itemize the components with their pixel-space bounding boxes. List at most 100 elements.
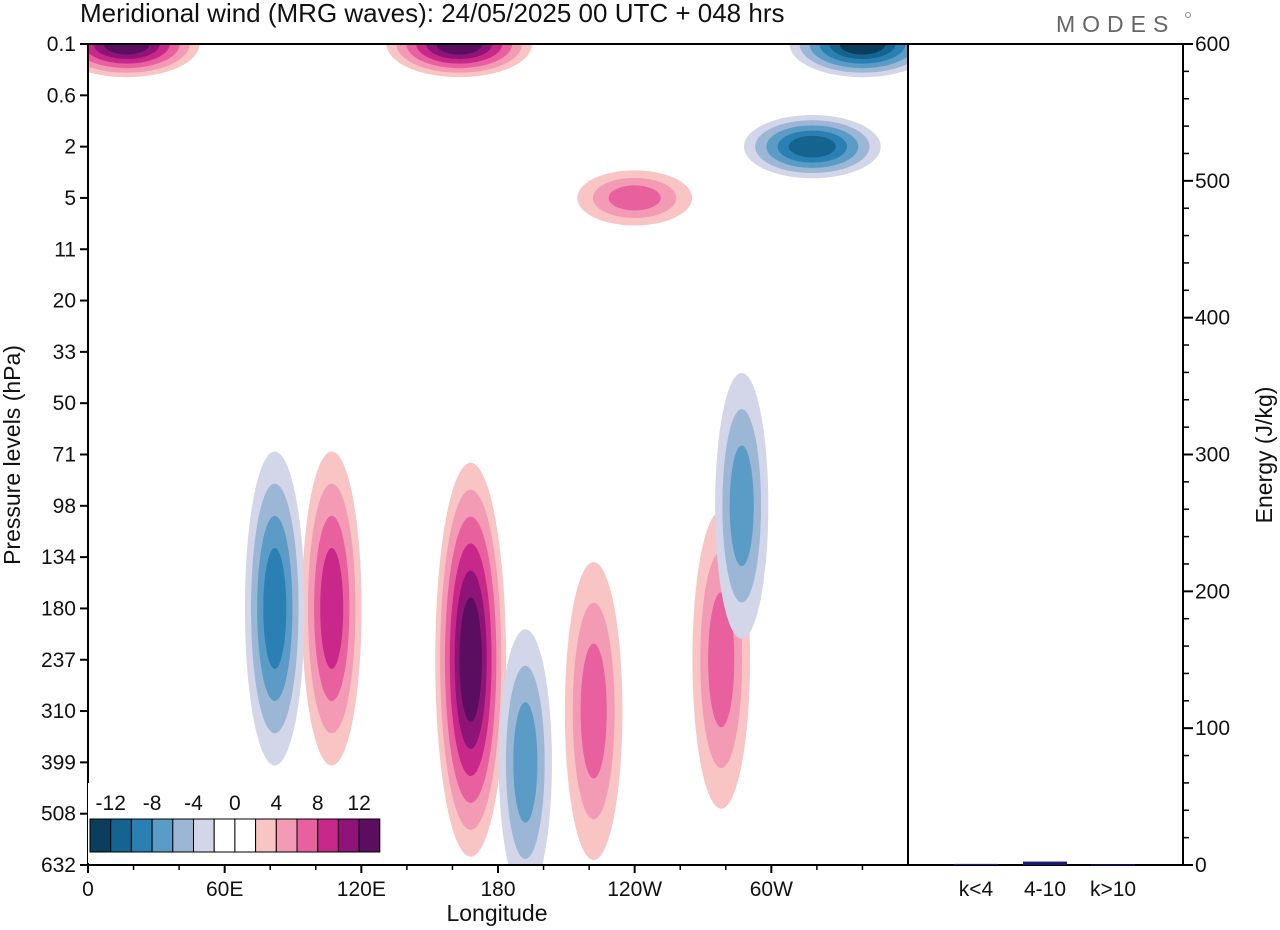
logo-dot-icon xyxy=(1185,12,1191,18)
colorbar-label: 12 xyxy=(347,792,370,815)
x-tick-label: 60E xyxy=(206,878,243,901)
colorbar-label: 4 xyxy=(270,792,282,815)
negative-wind-anomaly xyxy=(498,629,552,865)
energy-x-axis: k<4 4-10 k>10 xyxy=(959,878,1136,901)
energy-bar xyxy=(1023,861,1067,865)
contour-level xyxy=(436,44,483,55)
y-tick-label: 20 xyxy=(53,290,76,313)
colorbar-cell xyxy=(296,818,319,853)
energy-bar xyxy=(1091,864,1135,866)
colorbar-cells xyxy=(89,818,381,853)
negative-wind-anomaly xyxy=(743,115,881,179)
y-tick-label: 180 xyxy=(41,597,76,620)
y-tick-label: 399 xyxy=(41,751,76,774)
modes-logo: MODES xyxy=(1056,11,1191,37)
energy-bar xyxy=(954,863,998,865)
y-tick-label: 134 xyxy=(41,546,76,569)
negative-wind-anomaly xyxy=(244,451,305,766)
colorbar-cell xyxy=(234,818,257,853)
positive-wind-anomaly xyxy=(88,44,200,78)
x-tick-label: 120E xyxy=(337,878,386,901)
contour-level xyxy=(839,44,886,55)
energy-axis-label: Energy (J/kg) xyxy=(1251,387,1277,524)
contour-level xyxy=(608,185,661,211)
x-tick-label: 60W xyxy=(750,878,793,901)
colorbar-cell xyxy=(110,818,132,853)
colorbar-label: 8 xyxy=(312,792,324,815)
colorbar-labels: -12 -8 -4 0 4 8 12 xyxy=(96,792,371,815)
negative-wind-anomaly xyxy=(789,44,908,78)
contour-level xyxy=(320,547,344,669)
colorbar-cell xyxy=(193,818,215,853)
colorbar-label: -8 xyxy=(143,792,162,815)
x-tick-label: 120W xyxy=(607,878,662,901)
x-tick-label: 180 xyxy=(480,878,515,901)
positive-wind-anomaly xyxy=(435,462,507,857)
heatmap-panel: 0.1 0.6 2 5 11 20 33 50 71 98 134 180 237 310 399 508 63… xyxy=(0,33,909,926)
heatmap-contours xyxy=(88,44,908,865)
energy-y-tick-label: 400 xyxy=(1195,307,1230,330)
energy-y-tick-label: 0 xyxy=(1195,854,1207,877)
y-tick-label: 632 xyxy=(41,854,76,877)
colorbar-cell xyxy=(255,818,277,853)
contour-level xyxy=(263,547,287,669)
positive-wind-anomaly xyxy=(301,451,362,766)
colorbar-cell xyxy=(89,818,112,853)
x-axis: 0 60E 120E 180 120W 60W xyxy=(82,865,864,901)
energy-y-tick-label: 600 xyxy=(1195,33,1230,56)
colorbar-cell xyxy=(275,818,298,853)
energy-category-label: k>10 xyxy=(1090,878,1136,901)
colorbar-label: -12 xyxy=(96,792,126,815)
brand-wordmark: MODES xyxy=(1056,11,1175,37)
contour-level xyxy=(513,702,538,823)
colorbar-cell xyxy=(151,818,174,853)
energy-category-label: k<4 xyxy=(959,878,994,901)
contour-level xyxy=(788,135,836,158)
energy-y-tick-label: 200 xyxy=(1195,580,1230,603)
y-tick-label: 2 xyxy=(64,136,76,159)
y-tick-label: 33 xyxy=(53,341,76,364)
negative-wind-anomaly xyxy=(715,372,769,639)
chart-title: Meridional wind (MRG waves): 24/05/2025 … xyxy=(80,0,785,28)
y-axis: 0.1 0.6 2 5 11 20 33 50 71 98 134 180 237 310 399 508 63… xyxy=(41,33,88,877)
positive-wind-anomaly xyxy=(386,44,533,78)
colorbar-label: 0 xyxy=(229,792,241,815)
y-tick-label: 237 xyxy=(41,649,76,672)
colorbar-cell xyxy=(213,818,236,853)
contour-level xyxy=(580,643,607,779)
contour-level xyxy=(708,592,735,728)
y-tick-label: 11 xyxy=(54,238,76,261)
colorbar-cell xyxy=(317,818,339,853)
contour-level xyxy=(103,44,150,55)
y-tick-label: 5 xyxy=(64,187,76,210)
colorbar-cell xyxy=(358,818,381,853)
energy-y-tick-label: 500 xyxy=(1195,170,1230,193)
colorbar: -12 -8 -4 0 4 8 12 xyxy=(88,783,382,863)
y-tick-label: 508 xyxy=(41,803,76,826)
energy-bars xyxy=(954,861,1135,866)
y-tick-label: 50 xyxy=(53,392,76,415)
y-tick-label: 98 xyxy=(53,495,76,518)
positive-wind-anomaly xyxy=(577,170,693,226)
colorbar-cell xyxy=(130,818,153,853)
energy-panel: 0 100 200 300 400 500 600 k<4 4-10 k>10 Energy (… xyxy=(907,33,1277,901)
y-tick-label: 71 xyxy=(53,444,76,467)
colorbar-cell xyxy=(172,818,195,853)
colorbar-label: -4 xyxy=(184,792,203,815)
energy-category-label: 4-10 xyxy=(1024,878,1066,901)
y-axis-label: Pressure levels (hPa) xyxy=(0,345,25,565)
x-axis-label: Longitude xyxy=(446,900,547,926)
energy-y-axis: 0 100 200 300 400 500 600 xyxy=(1183,33,1230,877)
x-tick-label: 0 xyxy=(82,878,94,901)
positive-wind-anomaly xyxy=(564,562,623,861)
y-tick-label: 0.1 xyxy=(47,33,76,56)
contour-level xyxy=(729,445,754,567)
y-tick-label: 0.6 xyxy=(47,84,76,107)
contour-level xyxy=(459,597,482,723)
colorbar-cell xyxy=(337,818,360,853)
energy-y-tick-label: 100 xyxy=(1195,717,1230,740)
energy-panel-frame xyxy=(907,43,1184,866)
energy-y-tick-label: 300 xyxy=(1195,444,1230,467)
y-tick-label: 310 xyxy=(41,700,76,723)
